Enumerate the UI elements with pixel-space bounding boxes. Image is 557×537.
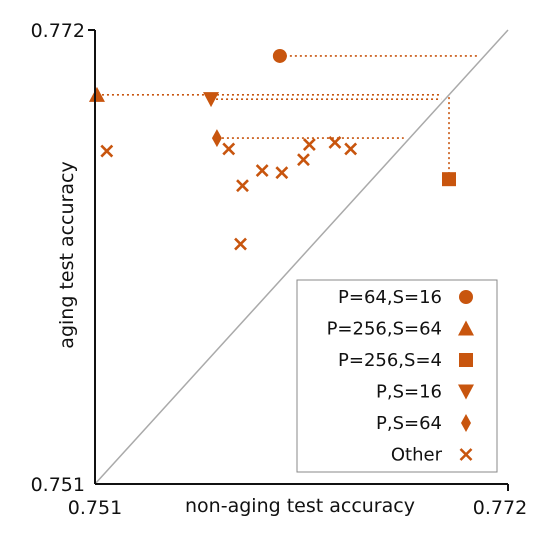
axes: 0.772 0.751 0.751 0.772 non-aging test a… <box>31 20 528 519</box>
data-point-5-6 <box>302 138 316 152</box>
x-axis-label: non-aging test accuracy <box>185 495 415 517</box>
legend-label-5: Other <box>391 445 443 466</box>
data-point-5-2 <box>236 179 249 193</box>
data-point-5-7 <box>328 135 342 149</box>
data-point-3-0 <box>203 92 220 108</box>
data-point-5-1 <box>222 142 236 156</box>
y-tick-label-min: 0.751 <box>31 474 85 496</box>
x-tick-label-max: 0.772 <box>473 497 527 519</box>
data-point-5-9 <box>234 237 247 251</box>
data-point-5-0 <box>100 144 114 158</box>
data-point-4-0 <box>211 129 222 148</box>
data-point-5-3 <box>255 164 269 177</box>
diagonal-line <box>94 29 509 485</box>
legend-label-0: P=64,S=16 <box>338 287 442 308</box>
legend-box <box>296 279 498 473</box>
legend-marker-0 <box>459 290 473 304</box>
legend-marker-4 <box>461 414 471 432</box>
legend-marker-5 <box>459 448 473 461</box>
legend-marker-3 <box>458 384 474 400</box>
legend-marker-2 <box>459 353 473 367</box>
data-point-5-5 <box>297 153 310 167</box>
data-point-1-0 <box>88 86 105 102</box>
data-point-5-8 <box>344 142 358 156</box>
legend-label-4: P,S=64 <box>376 413 442 434</box>
data-point-2-0 <box>442 172 456 187</box>
legend-marker-1 <box>458 320 474 336</box>
data-point-5-4 <box>275 166 289 180</box>
y-tick-label-max: 0.772 <box>31 20 85 42</box>
legend-label-2: P=256,S=4 <box>338 350 442 371</box>
legend-label-1: P=256,S=64 <box>327 319 442 340</box>
data-point-0-0 <box>272 48 287 63</box>
legend-label-3: P,S=16 <box>376 382 442 403</box>
legend: P=64,S=16 P=256,S=64 P=256,S=4 P,S=16 P,S=64… <box>296 279 498 473</box>
x-tick-label-min: 0.751 <box>68 497 122 519</box>
y-axis-label: aging test accuracy <box>56 161 78 348</box>
plot-area <box>88 29 509 485</box>
